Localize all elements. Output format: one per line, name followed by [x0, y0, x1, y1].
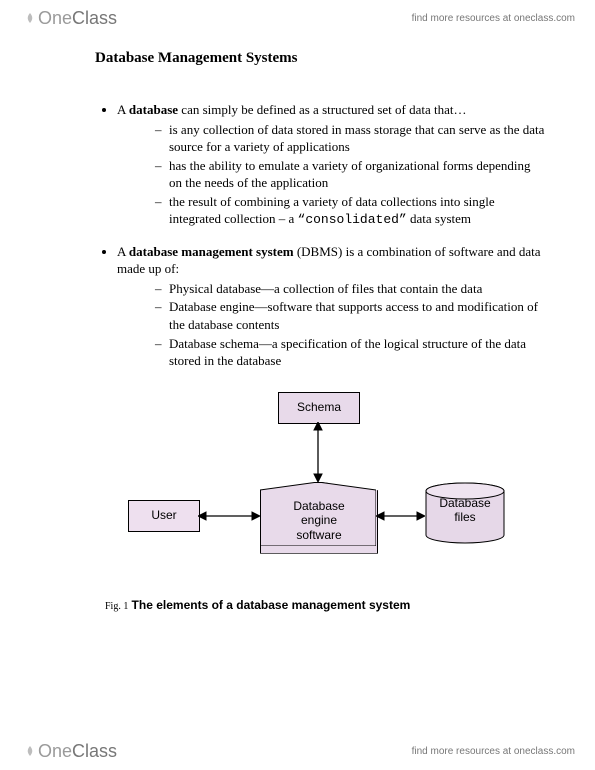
- leaf-icon: [24, 741, 36, 753]
- header-link-text: find more resources at oneclass.com: [412, 13, 575, 24]
- node-engine-l1: Database: [293, 499, 344, 513]
- bullet-item: A database management system (DBMS) is a…: [117, 243, 545, 370]
- node-user: User: [128, 500, 200, 532]
- node-schema: Schema: [278, 392, 360, 424]
- leaf-icon: [24, 8, 36, 20]
- brand-logo-bottom: OneClass: [24, 741, 117, 762]
- bullet-item: A database can simply be defined as a st…: [117, 101, 545, 229]
- brand-class: Class: [72, 741, 117, 762]
- sub-text: data system: [407, 211, 471, 226]
- node-engine-l2: engine: [301, 513, 337, 527]
- brand-logo: OneClass: [24, 8, 117, 29]
- bullet-bold: database: [129, 102, 178, 117]
- page-content: Database Management Systems A database c…: [95, 50, 545, 612]
- arrow-user-engine: [198, 508, 260, 524]
- figure-caption: Fig. 1 The elements of a database manage…: [105, 598, 545, 612]
- sub-item: Physical database—a collection of files …: [155, 280, 545, 298]
- bullet-text: A: [117, 244, 129, 259]
- sub-list: is any collection of data stored in mass…: [117, 121, 545, 229]
- node-files-l2: files: [454, 510, 475, 524]
- sub-mono: “consolidated”: [298, 212, 407, 227]
- bullet-text: A: [117, 102, 129, 117]
- node-engine: Database engine software: [260, 482, 378, 554]
- dbms-diagram: Schema User Database engine software D: [110, 392, 530, 592]
- bullet-list: A database can simply be defined as a st…: [95, 101, 545, 370]
- sub-item: Database schema—a specification of the l…: [155, 335, 545, 370]
- brand-class: Class: [72, 8, 117, 29]
- brand-one: One: [38, 8, 72, 29]
- brand-one: One: [38, 741, 72, 762]
- node-files-label: Database files: [425, 496, 505, 525]
- header-watermark: OneClass find more resources at oneclass…: [24, 8, 575, 29]
- sub-item: Database engine—software that supports a…: [155, 298, 545, 333]
- arrow-schema-engine: [310, 422, 326, 482]
- sub-item: the result of combining a variety of dat…: [155, 193, 545, 229]
- footer-watermark: OneClass find more resources at oneclass…: [24, 741, 575, 762]
- page-title: Database Management Systems: [95, 50, 545, 67]
- sub-list: Physical database—a collection of files …: [117, 280, 545, 370]
- figure-text: The elements of a database management sy…: [132, 598, 411, 612]
- footer-link-text: find more resources at oneclass.com: [412, 746, 575, 757]
- arrow-engine-files: [376, 508, 425, 524]
- sub-item: has the ability to emulate a variety of …: [155, 157, 545, 192]
- figure-number: Fig. 1: [105, 601, 128, 612]
- bullet-text: can simply be defined as a structured se…: [178, 102, 466, 117]
- node-engine-l3: software: [296, 528, 341, 542]
- sub-item: is any collection of data stored in mass…: [155, 121, 545, 156]
- node-files-l1: Database: [439, 496, 490, 510]
- bullet-bold: database management system: [129, 244, 294, 259]
